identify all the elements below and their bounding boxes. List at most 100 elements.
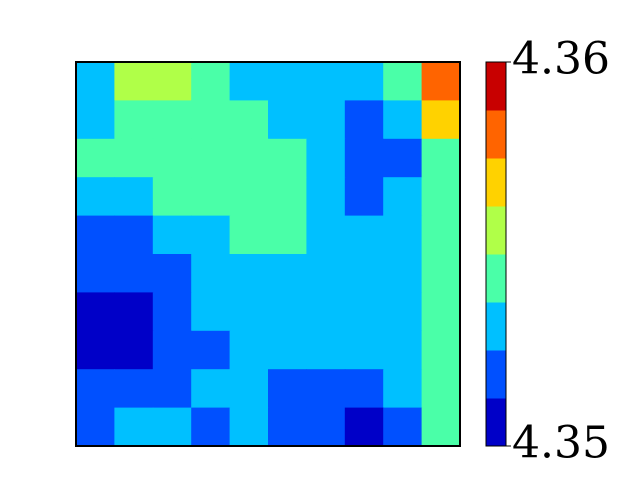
contour-cell	[268, 292, 307, 332]
contour-cell	[114, 330, 154, 370]
contour-cell	[229, 62, 269, 101]
contour-cell	[344, 215, 384, 255]
contour-cell	[191, 138, 231, 178]
contour-cell	[152, 138, 192, 178]
contour-cell	[383, 292, 423, 332]
contour-cell	[306, 254, 346, 293]
contour-cell	[191, 62, 231, 101]
contour-cell	[191, 369, 231, 409]
contour-cell	[383, 330, 423, 370]
contour-cell	[421, 100, 461, 140]
contour-cell	[344, 292, 384, 332]
contour-cell	[114, 254, 154, 293]
contour-cell	[229, 138, 269, 178]
contour-cell	[76, 407, 115, 447]
colorbar-frame	[485, 61, 507, 447]
contour-cell	[306, 100, 346, 140]
contour-cell	[152, 254, 192, 293]
contour-cell	[152, 177, 192, 217]
contour-cell	[344, 177, 384, 217]
colorbar-segment	[486, 398, 506, 447]
colorbar-tick-label: 4.35	[512, 418, 610, 469]
contour-cell	[383, 407, 423, 447]
contour-cell	[383, 100, 423, 140]
contour-cell	[268, 254, 307, 293]
contour-cell	[421, 330, 461, 370]
contour-cell	[268, 138, 307, 178]
contour-cell	[76, 62, 115, 101]
contour-cell	[421, 292, 461, 332]
colorbar-segment	[486, 302, 506, 351]
colorbar-segment	[486, 350, 506, 399]
contour-cell	[383, 215, 423, 255]
contour-cell	[268, 177, 307, 217]
contour-cell	[268, 330, 307, 370]
contour-cell	[268, 369, 307, 409]
contour-cell	[76, 177, 115, 217]
contour-cell	[421, 254, 461, 293]
contour-cell	[191, 330, 231, 370]
contour-cell	[76, 369, 115, 409]
contour-cell	[344, 100, 384, 140]
contour-cell	[306, 138, 346, 178]
contour-cell	[421, 215, 461, 255]
contour-cell	[152, 407, 192, 447]
contour-cell	[191, 215, 231, 255]
plot-frame	[75, 61, 461, 447]
contour-cell	[306, 292, 346, 332]
contour-cell	[191, 407, 231, 447]
contour-cell	[306, 215, 346, 255]
contour-cell	[383, 254, 423, 293]
contour-cell	[344, 138, 384, 178]
contour-cell	[152, 292, 192, 332]
contour-cell	[114, 215, 154, 255]
contour-cell	[383, 177, 423, 217]
contour-cell	[344, 330, 384, 370]
colorbar-segment	[486, 206, 506, 255]
contour-cell	[421, 177, 461, 217]
contour-cell	[114, 177, 154, 217]
contour-cell	[421, 369, 461, 409]
contour-cell	[306, 62, 346, 101]
contour-cell	[306, 177, 346, 217]
contour-cell	[114, 62, 154, 101]
contour-cell	[76, 100, 115, 140]
contour-cell	[268, 407, 307, 447]
colorbar-tick-label: 4.36	[512, 34, 610, 85]
contour-cell	[114, 369, 154, 409]
contour-cell	[268, 215, 307, 255]
contour-cell	[306, 369, 346, 409]
contour-cell	[114, 292, 154, 332]
contour-cell	[229, 330, 269, 370]
contour-cell	[114, 138, 154, 178]
contour-cell	[268, 100, 307, 140]
contour-cell	[344, 407, 384, 447]
contour-cell	[383, 138, 423, 178]
colorbar-segment	[486, 62, 506, 111]
contour-cell	[114, 100, 154, 140]
contour-cell	[76, 215, 115, 255]
colorbar-segment	[486, 110, 506, 159]
contour-cell	[229, 254, 269, 293]
contour-cell	[229, 292, 269, 332]
contour-cell	[76, 138, 115, 178]
contour-cell	[383, 369, 423, 409]
contour-cell	[344, 62, 384, 101]
plot-area	[76, 62, 461, 447]
contour-cell	[229, 407, 269, 447]
contour-cell	[152, 62, 192, 101]
contour-cell	[114, 407, 154, 447]
contour-cell	[421, 62, 461, 101]
contour-cell	[229, 369, 269, 409]
contour-cell	[229, 177, 269, 217]
contour-cell	[344, 369, 384, 409]
contour-cell	[191, 254, 231, 293]
colorbar: 4.35 4.36	[485, 34, 610, 469]
contour-cell	[152, 369, 192, 409]
contour-cell	[268, 62, 307, 101]
contour-cell	[421, 407, 461, 447]
colorbar-segment	[486, 254, 506, 303]
contour-cell	[152, 100, 192, 140]
contour-cell	[344, 254, 384, 293]
